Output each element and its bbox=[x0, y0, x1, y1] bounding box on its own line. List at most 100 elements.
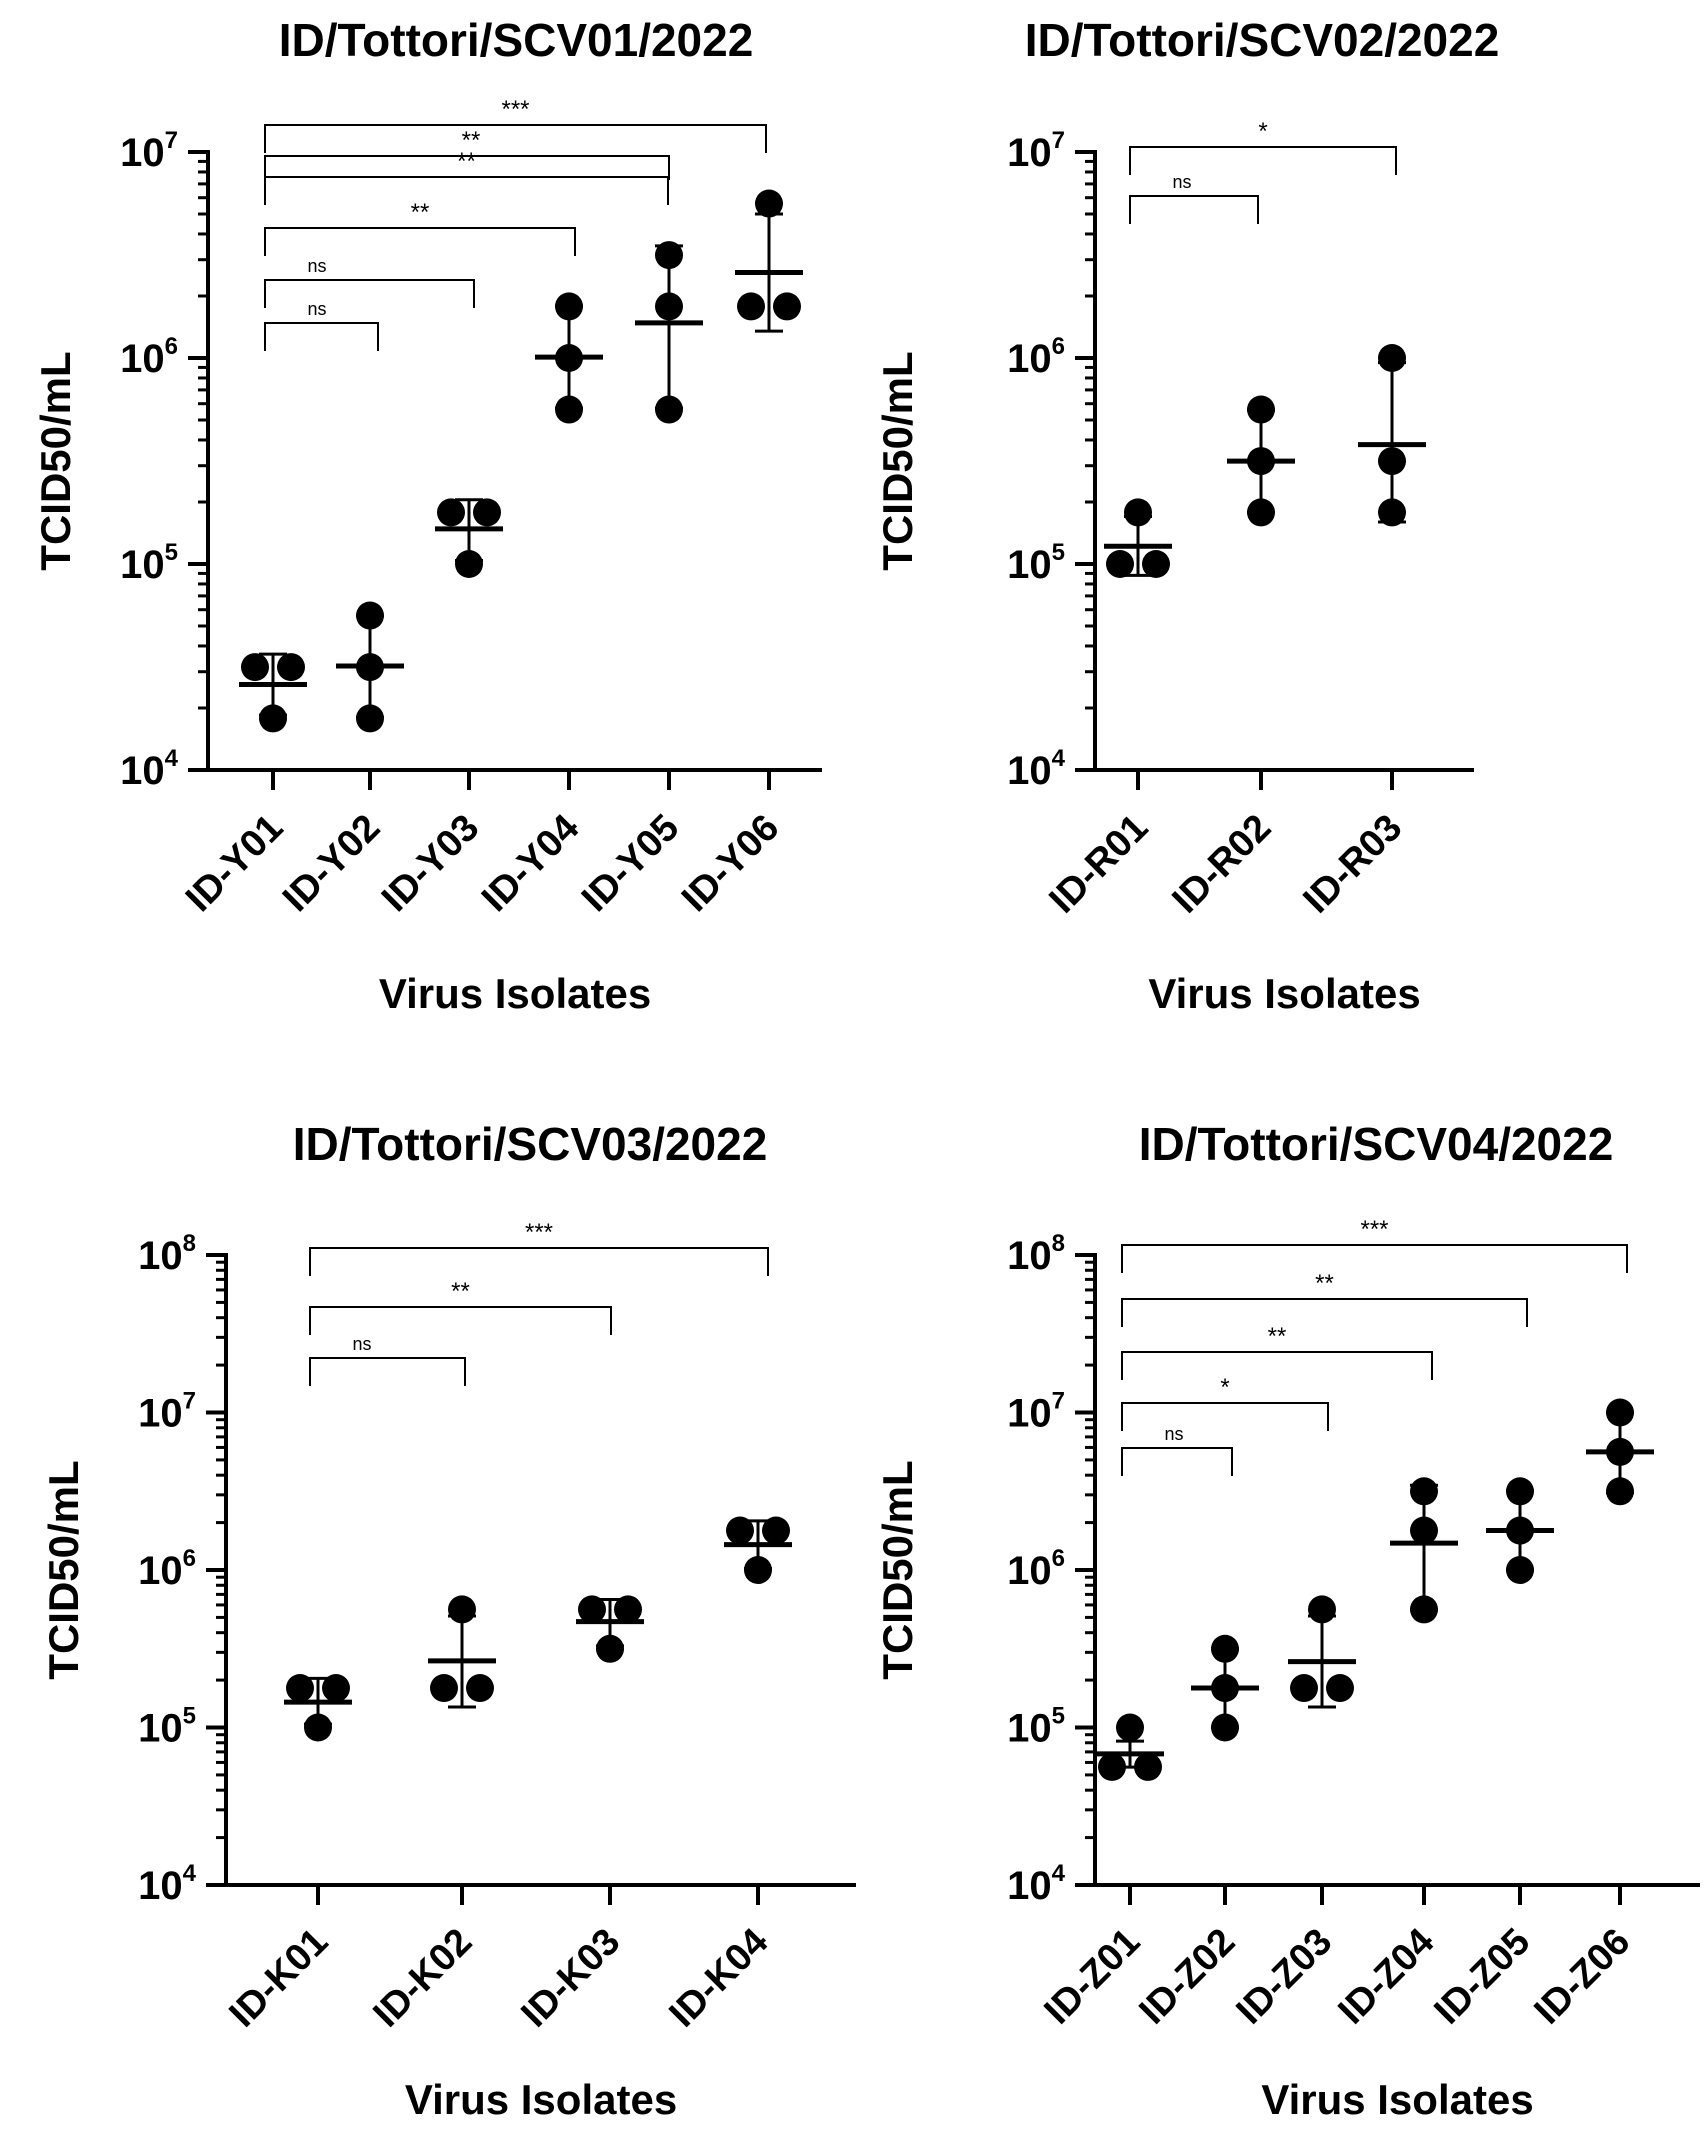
tick-exponent: 6 bbox=[183, 1545, 196, 1572]
chart1-category-label: ID-Y05 bbox=[574, 807, 687, 920]
chart4-data-point bbox=[1410, 1595, 1438, 1624]
chart3-data-point bbox=[744, 1556, 772, 1584]
chart3-title: ID/Tottori/SCV03/2022 bbox=[293, 1118, 768, 1170]
chart1-data-point bbox=[655, 395, 683, 424]
chart1-data-point bbox=[773, 292, 801, 321]
chart4-sig-bracket bbox=[1121, 1298, 1528, 1327]
chart4-data-point bbox=[1506, 1556, 1534, 1584]
chart4-ylabel: TCID50/mL bbox=[874, 1460, 921, 1679]
chart4-data-point bbox=[1410, 1477, 1438, 1506]
chart2-xlabel: Virus Isolates bbox=[1148, 970, 1420, 1017]
chart3-ytick-label: 106 bbox=[138, 1545, 196, 1593]
chart1-data-point bbox=[737, 292, 765, 321]
chart3-data-point bbox=[466, 1674, 494, 1703]
chart1-xlabel: Virus Isolates bbox=[379, 970, 651, 1017]
chart4-data-point bbox=[1116, 1713, 1144, 1742]
chart3-data-point bbox=[304, 1713, 332, 1742]
chart2-data-point bbox=[1378, 447, 1406, 476]
chart1-data-point bbox=[655, 241, 683, 270]
chart3-category-label: ID-K04 bbox=[662, 1921, 777, 2036]
chart4-title: ID/Tottori/SCV04/2022 bbox=[1139, 1118, 1614, 1170]
tick-base: 10 bbox=[1007, 1549, 1052, 1593]
chart-panel-3: ID/Tottori/SCV03/2022104105106107108TCID… bbox=[40, 1118, 856, 2123]
chart1-sig-label: ** bbox=[411, 199, 430, 226]
tick-exponent: 5 bbox=[1052, 539, 1065, 566]
chart4-data-point bbox=[1606, 1437, 1634, 1466]
chart1-category-label: ID-Y04 bbox=[474, 807, 587, 920]
chart4-data-point bbox=[1308, 1595, 1336, 1624]
chart3-sig-label: ns bbox=[352, 1334, 371, 1354]
tick-exponent: 4 bbox=[183, 1860, 197, 1887]
chart3-data-point bbox=[762, 1516, 790, 1545]
chart3-data-point bbox=[448, 1595, 476, 1624]
chart4-data-point bbox=[1098, 1752, 1126, 1781]
chart1-category-label: ID-Y01 bbox=[178, 807, 291, 920]
chart-panel-4: ID/Tottori/SCV04/2022104105106107108TCID… bbox=[874, 1118, 1700, 2123]
chart4-data-point bbox=[1506, 1516, 1534, 1545]
chart1-sig-label: ns bbox=[307, 256, 326, 276]
chart4-category-label: ID-Z05 bbox=[1427, 1921, 1539, 2033]
chart3-sig-label: *** bbox=[525, 1219, 553, 1246]
tick-base: 10 bbox=[1007, 1707, 1052, 1751]
chart1-sig-bracket bbox=[264, 124, 767, 153]
chart1-sig-label: ns bbox=[307, 299, 326, 319]
chart1-category-label: ID-Y03 bbox=[374, 807, 487, 920]
chart1-data-point bbox=[473, 498, 501, 527]
chart4-sig-label: * bbox=[1220, 1374, 1229, 1401]
chart4-data-point bbox=[1211, 1634, 1239, 1663]
tick-exponent: 7 bbox=[1052, 1388, 1065, 1415]
chart4-sig-label: ** bbox=[1268, 1323, 1287, 1350]
chart2-ytick-label: 105 bbox=[1007, 539, 1065, 587]
chart3-data-point bbox=[614, 1595, 642, 1624]
chart1-sig-label: ** bbox=[462, 127, 481, 154]
chart3-data-point bbox=[286, 1674, 314, 1703]
chart3-ytick-label: 104 bbox=[138, 1860, 197, 1908]
chart1-data-point bbox=[755, 189, 783, 218]
tick-exponent: 5 bbox=[165, 539, 178, 566]
chart4-sig-bracket bbox=[1121, 1447, 1233, 1476]
chart3-category-label: ID-K03 bbox=[514, 1921, 629, 2036]
chart2-category-label: ID-R02 bbox=[1165, 807, 1280, 922]
tick-base: 10 bbox=[138, 1392, 183, 1436]
chart1-data-point bbox=[356, 704, 384, 733]
chart2-data-point bbox=[1378, 344, 1406, 372]
chart2-ytick-label: 107 bbox=[1007, 127, 1065, 175]
chart3-sig-bracket bbox=[309, 1357, 466, 1386]
tick-base: 10 bbox=[138, 1549, 183, 1593]
chart4-category-label: ID-Z04 bbox=[1331, 1921, 1443, 2033]
tick-base: 10 bbox=[138, 1707, 183, 1751]
chart2-data-point bbox=[1142, 550, 1170, 578]
tick-base: 10 bbox=[1007, 1234, 1052, 1278]
chart1-data-point bbox=[437, 498, 465, 527]
chart4-ytick-label: 104 bbox=[1007, 1860, 1066, 1908]
chart1-sig-bracket bbox=[264, 227, 576, 256]
chart4-category-label: ID-Z01 bbox=[1037, 1921, 1149, 2033]
chart-panel-2: ID/Tottori/SCV02/2022104105106107TCID50/… bbox=[874, 14, 1499, 1017]
chart2-ylabel: TCID50/mL bbox=[874, 351, 921, 570]
chart3-data-point bbox=[322, 1674, 350, 1703]
chart1-data-point bbox=[455, 550, 483, 578]
chart1-sig-bracket bbox=[264, 279, 475, 308]
tick-exponent: 7 bbox=[183, 1388, 196, 1415]
tick-base: 10 bbox=[120, 337, 165, 381]
chart1-ytick-label: 106 bbox=[120, 333, 178, 381]
chart4-data-point bbox=[1606, 1398, 1634, 1427]
chart4-data-point bbox=[1410, 1516, 1438, 1545]
tick-exponent: 8 bbox=[183, 1230, 196, 1257]
chart1-data-point bbox=[555, 292, 583, 321]
chart2-sig-bracket bbox=[1129, 195, 1259, 224]
chart2-ytick-label: 104 bbox=[1007, 745, 1066, 793]
chart4-sig-label: ** bbox=[1315, 1270, 1334, 1297]
chart1-sig-bracket bbox=[264, 322, 379, 351]
tick-base: 10 bbox=[1007, 1864, 1052, 1908]
tick-exponent: 4 bbox=[165, 745, 179, 772]
chart2-data-point bbox=[1247, 395, 1275, 424]
tick-exponent: 5 bbox=[183, 1703, 196, 1730]
chart4-sig-bracket bbox=[1121, 1244, 1628, 1273]
chart4-category-label: ID-Z02 bbox=[1132, 1921, 1244, 2033]
chart3-data-point bbox=[578, 1595, 606, 1624]
chart3-ytick-label: 107 bbox=[138, 1388, 196, 1436]
chart4-data-point bbox=[1506, 1477, 1534, 1506]
tick-exponent: 7 bbox=[165, 127, 178, 154]
